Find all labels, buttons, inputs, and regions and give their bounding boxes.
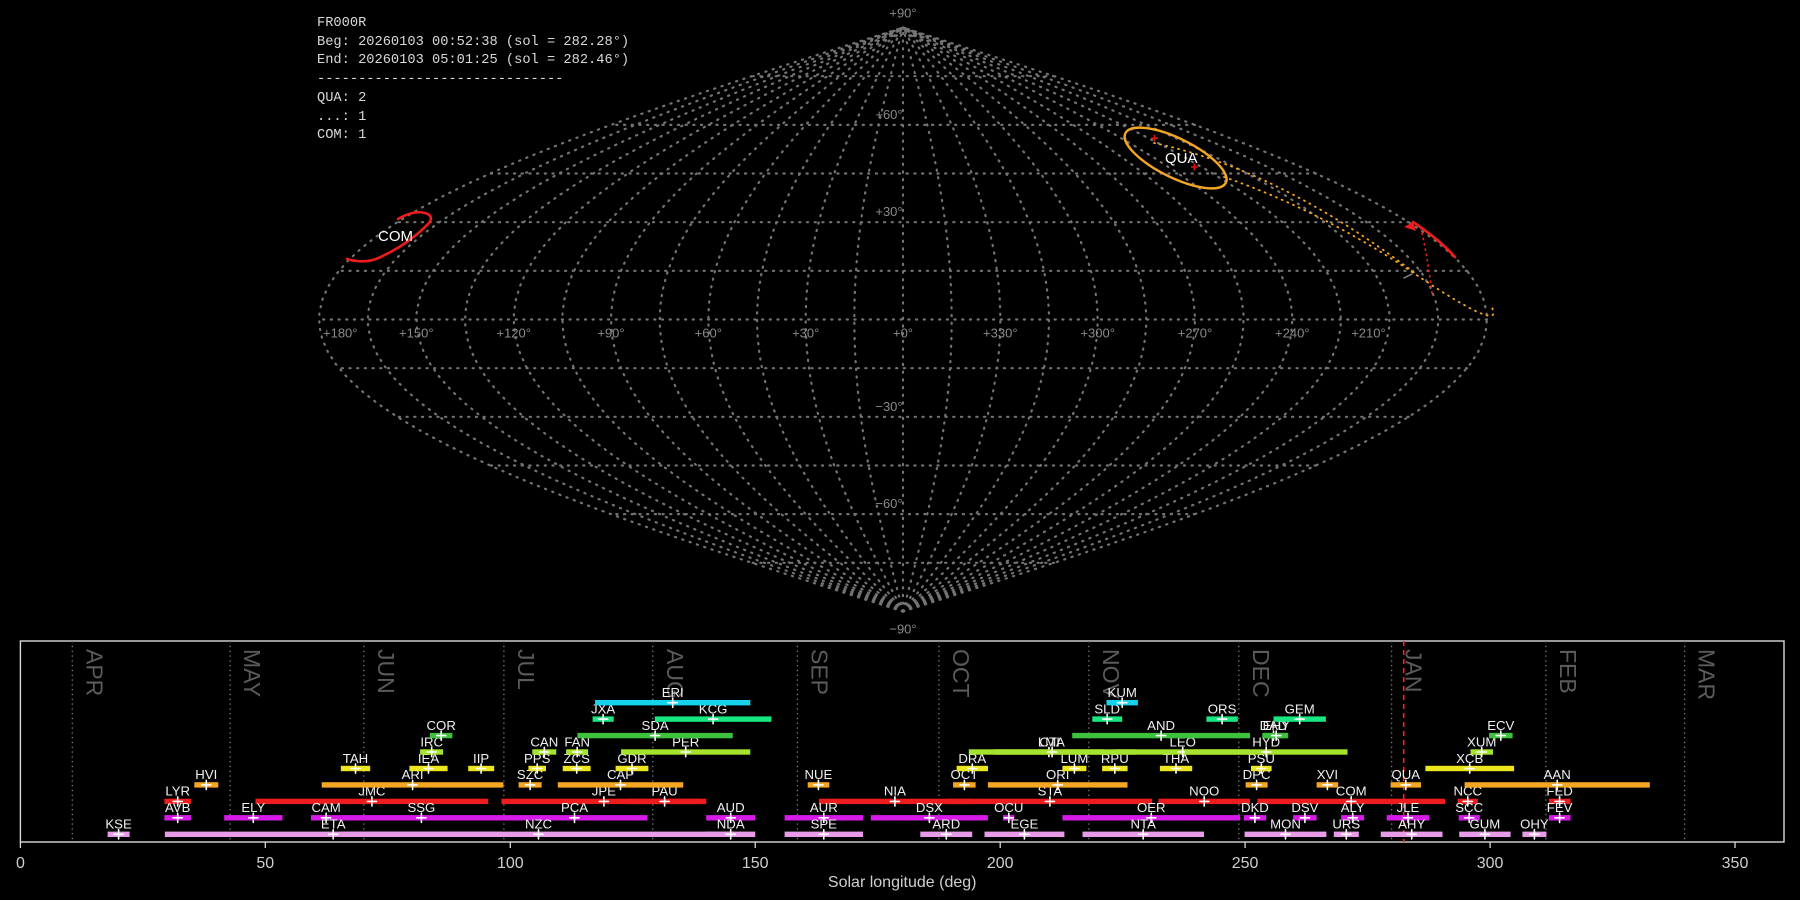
svg-text:AAN: AAN [1544,767,1571,782]
svg-text:JAN: JAN [1401,649,1427,692]
svg-text:NIA: NIA [884,784,906,799]
svg-text:NOO: NOO [1189,784,1219,799]
svg-text:SSG: SSG [407,800,435,815]
svg-text:XVI: XVI [1317,767,1338,782]
svg-text:300: 300 [1477,855,1504,872]
svg-text:ERI: ERI [662,685,684,700]
svg-text:NDA: NDA [717,817,745,832]
svg-text:URS: URS [1332,817,1360,832]
svg-text:COM: COM [1336,784,1367,799]
svg-text:DEC: DEC [1248,649,1274,698]
svg-text:MAY: MAY [239,649,265,697]
svg-text:50: 50 [256,855,274,872]
svg-text:HVI: HVI [195,767,217,782]
svg-text:250: 250 [1232,855,1259,872]
svg-text:PCA: PCA [561,800,588,815]
svg-text:100: 100 [497,855,524,872]
svg-text:AVB: AVB [165,800,191,815]
svg-text:0: 0 [16,855,25,872]
svg-text:DKD: DKD [1241,800,1269,815]
svg-text:JUN: JUN [373,649,399,694]
svg-text:NUE: NUE [804,767,832,782]
svg-text:MON: MON [1270,817,1301,832]
svg-text:MAR: MAR [1694,649,1720,700]
svg-text:ALY: ALY [1341,800,1365,815]
svg-text:KSE: KSE [105,817,132,832]
svg-text:200: 200 [987,855,1014,872]
svg-text:JLE: JLE [1397,800,1420,815]
svg-text:KUM: KUM [1108,685,1137,700]
svg-text:OCU: OCU [994,800,1023,815]
svg-text:OCT: OCT [948,649,974,698]
svg-text:ELY: ELY [241,800,265,815]
svg-text:DSV: DSV [1291,800,1318,815]
svg-text:SEP: SEP [806,649,832,695]
svg-text:ETA: ETA [321,817,346,832]
svg-text:CAM: CAM [311,800,340,815]
svg-text:COR: COR [427,718,456,733]
svg-text:OHY: OHY [1520,817,1549,832]
svg-text:GEM: GEM [1285,701,1315,716]
svg-text:150: 150 [742,855,769,872]
svg-text:QUA: QUA [1392,767,1421,782]
svg-text:350: 350 [1722,855,1749,872]
svg-text:TAH: TAH [343,751,368,766]
svg-text:CAN: CAN [530,734,558,749]
svg-text:NTA: NTA [1130,817,1156,832]
svg-text:LYR: LYR [165,784,190,799]
svg-text:DSX: DSX [916,800,943,815]
svg-text:AUD: AUD [717,800,745,815]
svg-text:NZC: NZC [525,817,553,832]
svg-text:ORS: ORS [1208,701,1237,716]
svg-text:FEV: FEV [1547,800,1573,815]
svg-text:AHY: AHY [1398,817,1425,832]
svg-text:GUM: GUM [1470,817,1501,832]
svg-text:EGE: EGE [1010,817,1038,832]
svg-text:OER: OER [1137,800,1166,815]
svg-text:IIP: IIP [473,751,489,766]
svg-text:APR: APR [81,649,107,696]
svg-text:SCC: SCC [1455,800,1483,815]
svg-text:ARD: ARD [932,817,960,832]
svg-text:FEB: FEB [1555,649,1581,694]
svg-text:JUL: JUL [513,649,539,690]
svg-text:Solar longitude (deg): Solar longitude (deg) [828,874,977,891]
svg-text:ECV: ECV [1487,718,1514,733]
svg-text:SPE: SPE [811,817,838,832]
svg-text:AND: AND [1147,718,1175,733]
svg-text:CTA: CTA [1039,734,1065,749]
svg-text:AUR: AUR [810,800,838,815]
